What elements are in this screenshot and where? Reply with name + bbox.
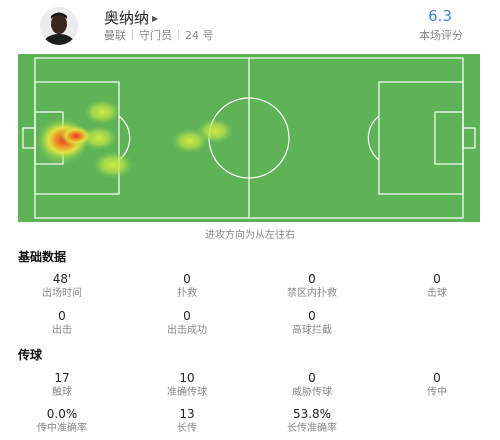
stat-saves: 0 扑救 bbox=[125, 272, 249, 301]
stat-high-claims: 0 高球拦截 bbox=[250, 309, 374, 338]
stat-label: 禁区内扑救 bbox=[287, 288, 337, 299]
stat-label: 击球 bbox=[427, 288, 447, 299]
stat-value: 0 bbox=[308, 272, 316, 286]
stat-crosses: 0 传中 bbox=[375, 371, 499, 400]
player-meta: 曼联 守门员 24 号 bbox=[104, 27, 214, 43]
divider bbox=[132, 30, 133, 40]
player-name-text: 奥纳纳 bbox=[104, 9, 150, 27]
stat-label: 传中准确率 bbox=[37, 423, 87, 434]
rating-label: 本场评分 bbox=[419, 29, 463, 42]
stat-cross-accuracy: 0.0% 传中准确率 bbox=[0, 407, 124, 436]
player-header: 奥纳纳 ▶ 曼联 守门员 24 号 6.3 本场评分 bbox=[0, 0, 500, 52]
stat-label: 高球拦截 bbox=[292, 325, 332, 336]
stat-label: 触球 bbox=[52, 387, 72, 398]
stat-label: 出场时间 bbox=[42, 288, 82, 299]
stat-value: 0 bbox=[183, 309, 191, 323]
play-triangle-icon: ▶ bbox=[152, 14, 159, 23]
stat-label: 准确传球 bbox=[167, 387, 207, 398]
stat-value: 53.8% bbox=[292, 407, 332, 421]
stat-value: 0 bbox=[308, 309, 316, 323]
stat-label: 长传准确率 bbox=[287, 423, 337, 434]
stat-label: 威胁传球 bbox=[292, 387, 332, 398]
basic-stats-title: 基础数据 bbox=[18, 250, 67, 264]
stat-label: 传中 bbox=[427, 387, 447, 398]
stat-saves-in-box: 0 禁区内扑救 bbox=[250, 272, 374, 301]
stat-label: 出击成功 bbox=[167, 325, 207, 336]
divider bbox=[178, 30, 179, 40]
heatmap-pitch bbox=[18, 54, 480, 222]
stat-value: 10 bbox=[179, 371, 195, 385]
stat-value: 13 bbox=[179, 407, 195, 421]
stat-punches: 0 击球 bbox=[375, 272, 499, 301]
stat-value: 0.0% bbox=[46, 407, 78, 421]
stat-label: 出击 bbox=[52, 325, 72, 336]
stat-value: 0 bbox=[308, 371, 316, 385]
player-photo-icon bbox=[40, 7, 78, 45]
player-team: 曼联 bbox=[104, 29, 126, 42]
stat-sweeper-success: 0 出击成功 bbox=[125, 309, 249, 338]
stat-label: 长传 bbox=[177, 423, 197, 434]
stat-key-passes: 0 威胁传球 bbox=[250, 371, 374, 400]
heatmap-spots bbox=[36, 100, 233, 178]
stat-minutes-played: 48' 出场时间 bbox=[0, 272, 124, 301]
stat-touches: 17 触球 bbox=[0, 371, 124, 400]
player-name[interactable]: 奥纳纳 ▶ bbox=[104, 7, 158, 28]
stat-value: 0 bbox=[433, 272, 441, 286]
stat-value: 17 bbox=[54, 371, 70, 385]
player-rating: 6.3 bbox=[428, 7, 452, 25]
player-avatar[interactable] bbox=[40, 7, 78, 45]
stat-value: 0 bbox=[58, 309, 66, 323]
stat-label: 扑救 bbox=[177, 288, 197, 299]
stat-value: 0 bbox=[433, 371, 441, 385]
player-position: 守门员 bbox=[139, 29, 172, 42]
stat-long-ball-accuracy: 53.8% 长传准确率 bbox=[250, 407, 374, 436]
player-number: 24 号 bbox=[185, 29, 214, 42]
stat-long-balls: 13 长传 bbox=[125, 407, 249, 436]
passing-stats-title: 传球 bbox=[18, 348, 43, 362]
attack-direction-label: 进攻方向为从左往右 bbox=[205, 230, 295, 241]
stat-value: 0 bbox=[183, 272, 191, 286]
stat-sweeper-actions: 0 出击 bbox=[0, 309, 124, 338]
stat-value: 48' bbox=[52, 272, 72, 286]
stat-accurate-passes: 10 准确传球 bbox=[125, 371, 249, 400]
